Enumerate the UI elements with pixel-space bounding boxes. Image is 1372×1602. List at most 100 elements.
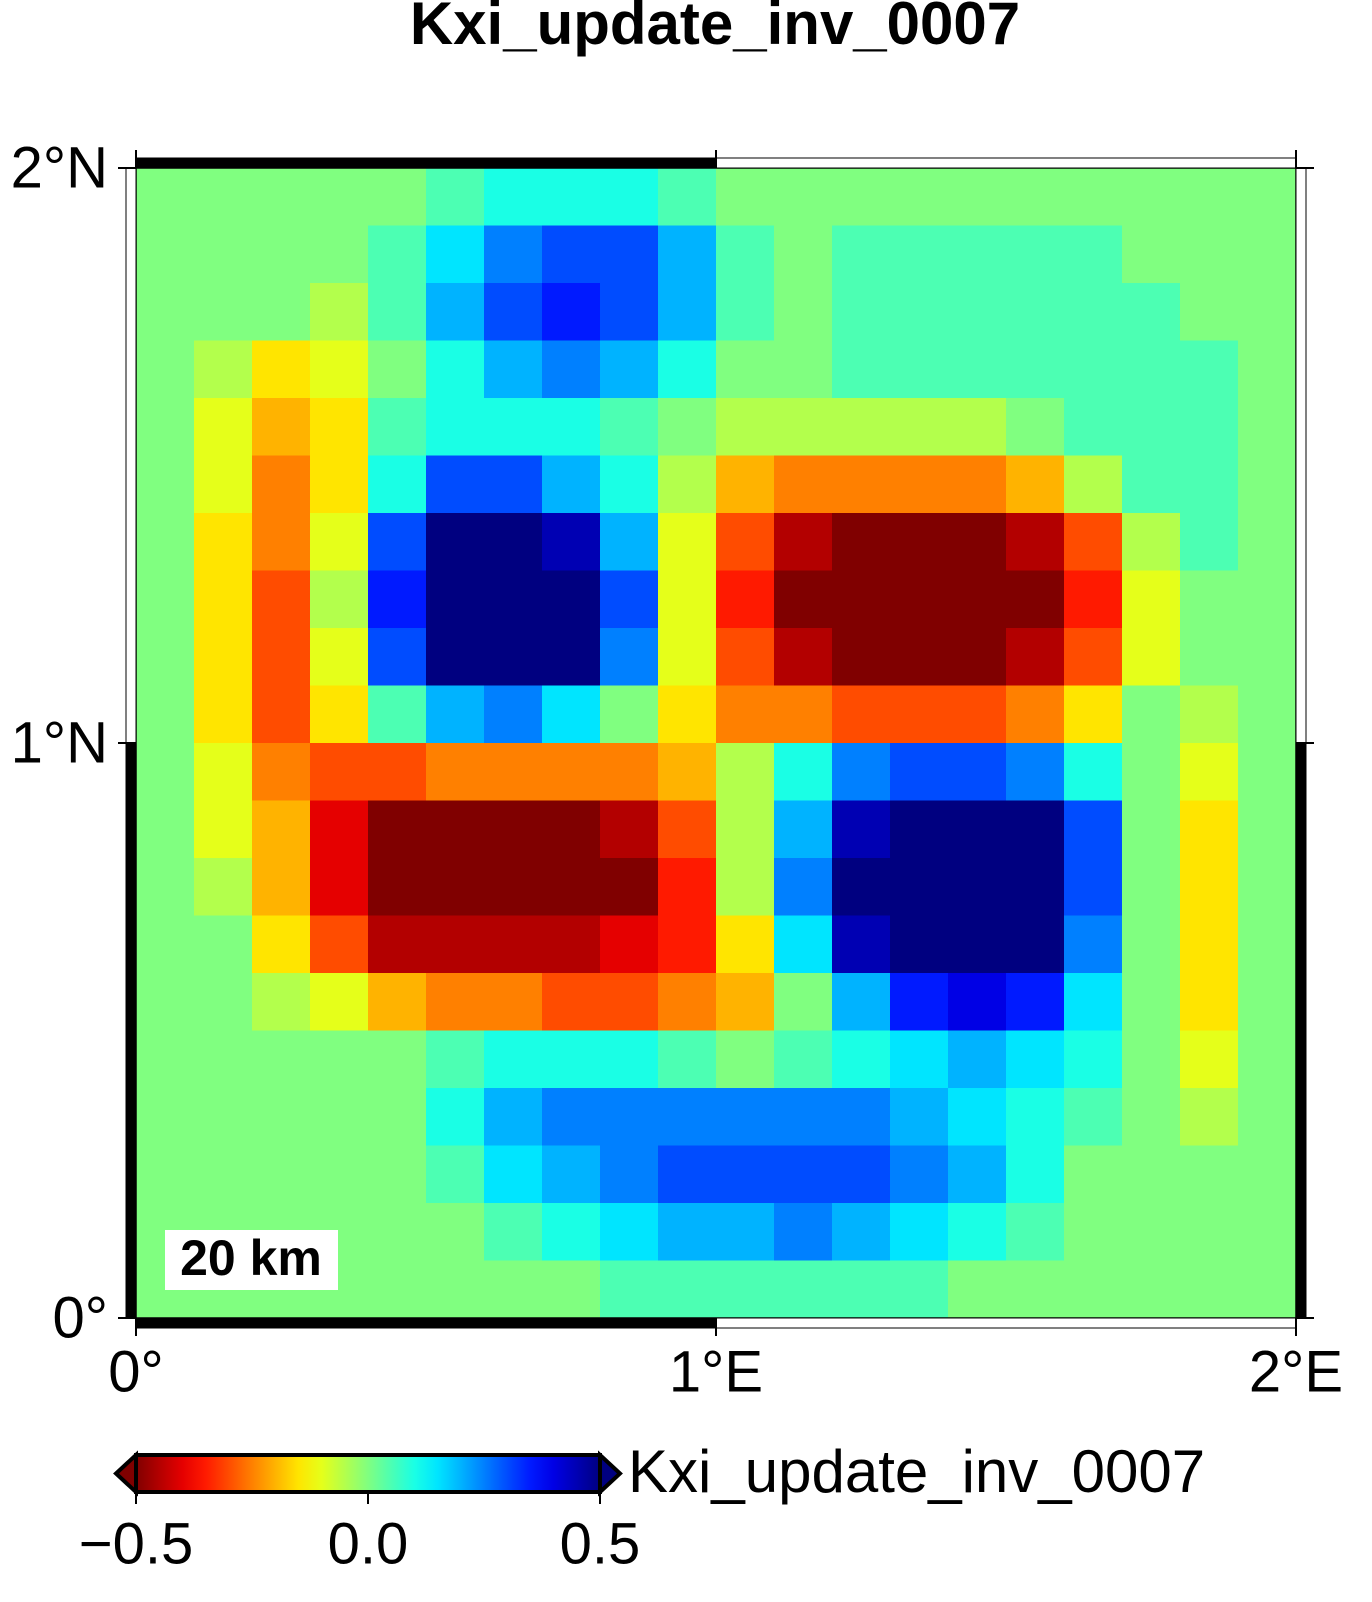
heat-cell xyxy=(1122,1088,1181,1147)
heat-cell xyxy=(600,168,659,227)
heat-cell xyxy=(310,685,369,744)
heat-cell xyxy=(890,1145,949,1204)
heat-cell xyxy=(542,628,601,687)
heat-cell xyxy=(136,340,195,399)
heat-cell xyxy=(1180,513,1239,572)
heat-cell xyxy=(368,628,427,687)
heat-cell xyxy=(542,1030,601,1089)
heat-cell xyxy=(948,398,1007,457)
heat-cell xyxy=(948,1030,1007,1089)
heat-cell xyxy=(774,1260,833,1319)
heat-cell xyxy=(368,398,427,457)
heat-cell xyxy=(774,225,833,284)
heat-cell xyxy=(426,340,485,399)
heat-cell xyxy=(832,225,891,284)
heat-cell xyxy=(1122,800,1181,859)
heat-cell xyxy=(1122,283,1181,342)
heat-cell xyxy=(426,973,485,1032)
heat-cell xyxy=(1238,283,1297,342)
heat-cell xyxy=(426,1088,485,1147)
heat-cell xyxy=(310,168,369,227)
heat-cell xyxy=(1064,168,1123,227)
heat-cell xyxy=(1238,1145,1297,1204)
heat-cell xyxy=(136,800,195,859)
heat-cell xyxy=(832,858,891,917)
x-tick-label: 1°E xyxy=(669,1339,763,1404)
heat-cell xyxy=(426,570,485,629)
heat-cell xyxy=(1064,455,1123,514)
heat-cell xyxy=(136,858,195,917)
heat-cell xyxy=(774,570,833,629)
heat-cell xyxy=(658,283,717,342)
heat-cell xyxy=(832,168,891,227)
heat-cell xyxy=(310,398,369,457)
heat-cell xyxy=(658,743,717,802)
frame-stripe xyxy=(135,1317,717,1329)
scale-bar-label: 20 km xyxy=(180,1230,322,1286)
heat-cell xyxy=(600,915,659,974)
heat-cell xyxy=(252,225,311,284)
frame-stripe xyxy=(125,167,137,744)
heat-cell xyxy=(310,800,369,859)
heat-cell xyxy=(658,915,717,974)
heat-cell xyxy=(194,685,253,744)
heat-cell xyxy=(832,628,891,687)
heat-cell xyxy=(484,168,543,227)
heat-cell xyxy=(194,858,253,917)
heat-cell xyxy=(832,973,891,1032)
heat-cell xyxy=(252,398,311,457)
heat-cell xyxy=(600,455,659,514)
heat-cell xyxy=(832,915,891,974)
heat-cell xyxy=(948,340,1007,399)
heat-cell xyxy=(716,168,775,227)
heat-cell xyxy=(658,1145,717,1204)
heat-cell xyxy=(1122,398,1181,457)
heat-cell xyxy=(890,800,949,859)
heat-cell xyxy=(1122,1030,1181,1089)
heat-cell xyxy=(1122,743,1181,802)
heat-cell xyxy=(1064,340,1123,399)
heat-cell xyxy=(368,455,427,514)
heat-cell xyxy=(1064,570,1123,629)
heat-cell xyxy=(716,685,775,744)
heat-cell xyxy=(948,513,1007,572)
heat-cell xyxy=(136,1030,195,1089)
y-tick-label: 2°N xyxy=(11,135,108,200)
heat-cell xyxy=(1180,1030,1239,1089)
heat-cell xyxy=(368,1260,427,1319)
heat-cell xyxy=(194,628,253,687)
heat-cell xyxy=(1180,743,1239,802)
heat-cell xyxy=(600,398,659,457)
heat-cell xyxy=(716,1145,775,1204)
heat-cell xyxy=(1006,1088,1065,1147)
heat-cell xyxy=(600,340,659,399)
heat-cell xyxy=(890,1030,949,1089)
heat-cell xyxy=(948,168,1007,227)
heat-cell xyxy=(252,800,311,859)
heat-cell xyxy=(1180,1088,1239,1147)
heat-cell xyxy=(832,743,891,802)
heat-cell xyxy=(194,800,253,859)
heat-cell xyxy=(542,1203,601,1262)
heat-cell xyxy=(252,513,311,572)
heat-cell xyxy=(252,1088,311,1147)
heat-cell xyxy=(600,1260,659,1319)
heat-cell xyxy=(890,570,949,629)
heat-cell xyxy=(136,685,195,744)
heat-cell xyxy=(1238,398,1297,457)
heat-cell xyxy=(600,973,659,1032)
heat-cell xyxy=(832,1145,891,1204)
heat-cell xyxy=(310,858,369,917)
heat-cell xyxy=(1006,858,1065,917)
heat-cell xyxy=(484,800,543,859)
heat-cell xyxy=(310,915,369,974)
heat-cell xyxy=(194,915,253,974)
heat-cell xyxy=(600,570,659,629)
heat-cell xyxy=(368,513,427,572)
heat-cell xyxy=(310,1088,369,1147)
heat-cell xyxy=(890,743,949,802)
heat-cell xyxy=(542,455,601,514)
heat-cell xyxy=(310,513,369,572)
heat-cell xyxy=(368,800,427,859)
heat-cell xyxy=(832,455,891,514)
